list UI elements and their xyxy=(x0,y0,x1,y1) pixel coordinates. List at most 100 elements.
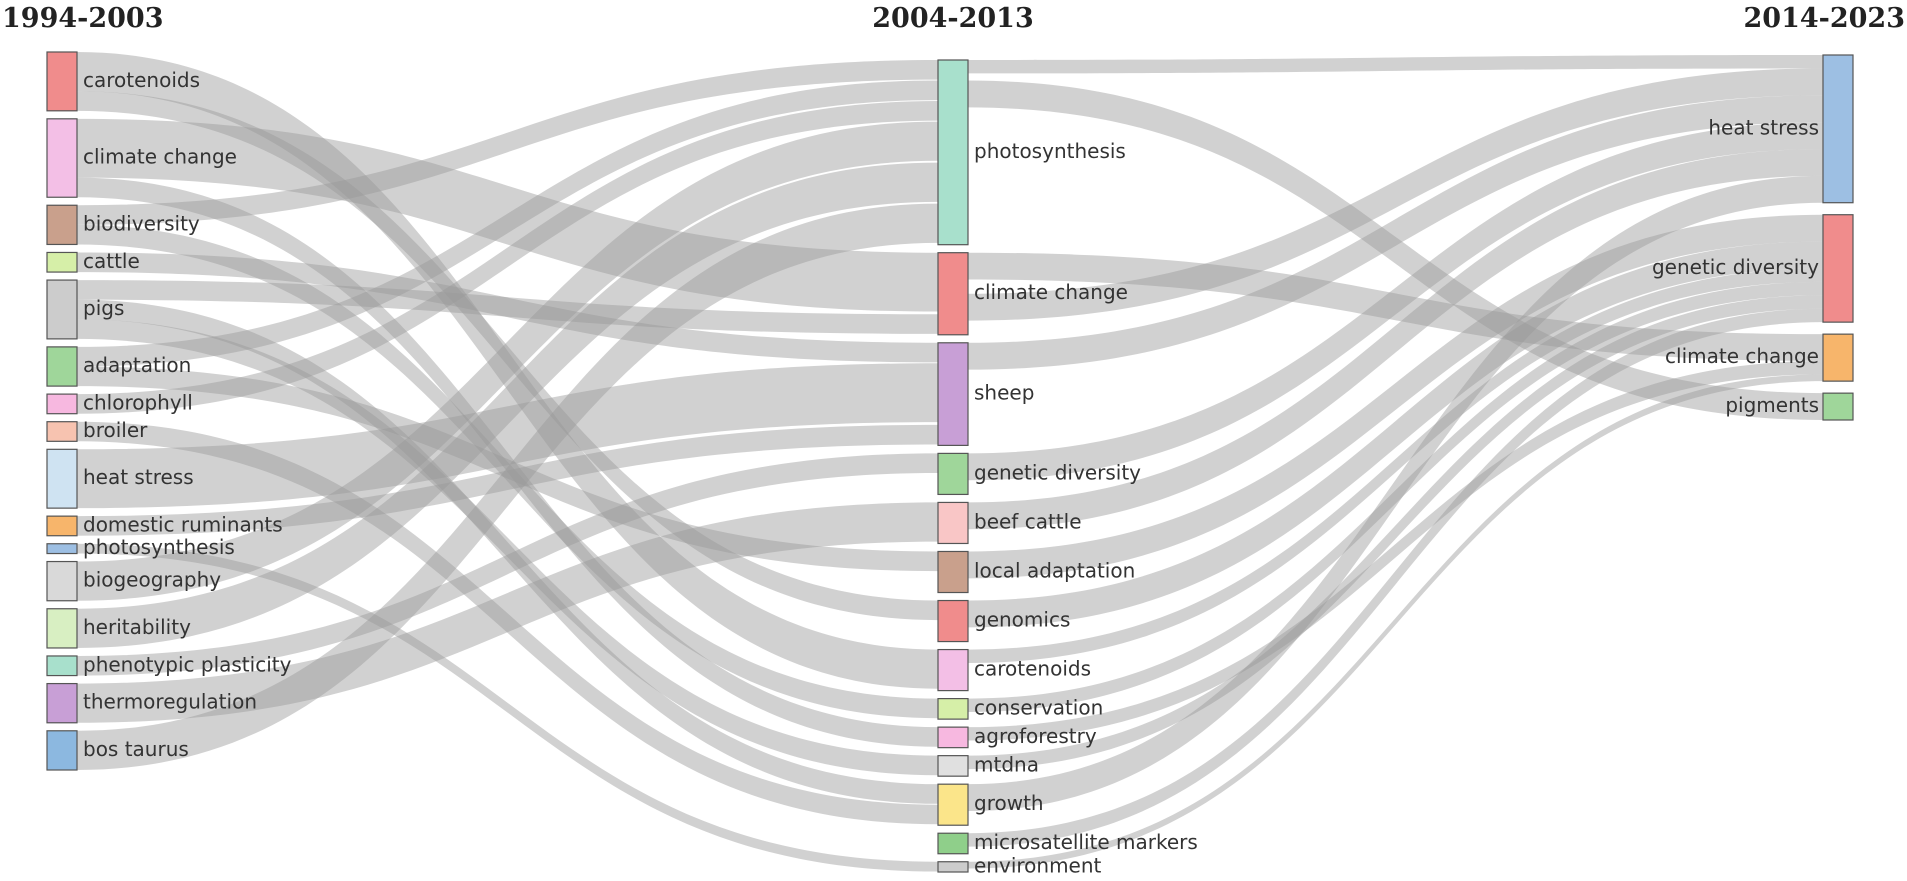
node-layer xyxy=(46,51,1854,873)
flow-link xyxy=(77,101,938,414)
flow-link xyxy=(968,374,1823,869)
flow-link xyxy=(77,280,938,334)
node-c1_heat[interactable] xyxy=(46,448,78,509)
period-title-2: 2004-2013 xyxy=(872,3,1034,34)
flow-link xyxy=(968,268,1823,663)
node-c2_genomics[interactable] xyxy=(937,599,969,643)
node-label: genetic diversity xyxy=(1652,255,1819,279)
flow-link xyxy=(77,91,938,621)
node-label: microsatellite markers xyxy=(974,830,1198,854)
node-c2_agro[interactable] xyxy=(937,726,969,749)
node-label: genetic diversity xyxy=(974,460,1141,484)
flow-link xyxy=(77,366,938,572)
node-c1_cattle[interactable] xyxy=(46,251,78,273)
node-label: conservation xyxy=(974,695,1103,719)
node-label: genomics xyxy=(974,608,1070,632)
node-c2_micro[interactable] xyxy=(937,832,969,855)
node-c1_domestic[interactable] xyxy=(46,515,78,537)
node-c2_growth[interactable] xyxy=(937,783,969,826)
flow-link xyxy=(968,95,1823,370)
node-c1_pheno[interactable] xyxy=(46,655,78,677)
node-c3_pigments[interactable] xyxy=(1822,392,1854,421)
node-label: phenotypic plasticity xyxy=(83,652,292,676)
node-c1_pigs[interactable] xyxy=(46,279,78,340)
flow-link xyxy=(968,175,1823,812)
node-label: environment xyxy=(974,853,1102,877)
node-label: biogeography xyxy=(83,568,221,592)
flow-link xyxy=(77,80,938,367)
node-c2_climate[interactable] xyxy=(937,252,969,336)
flow-layer xyxy=(77,52,1823,872)
flow-link xyxy=(77,252,938,363)
node-c1_climate[interactable] xyxy=(46,118,78,198)
node-label: pigments xyxy=(1725,393,1819,417)
node-label: heat stress xyxy=(1708,115,1819,139)
node-label: climate change xyxy=(974,280,1128,304)
period-titles: 1994-2003 2004-2013 2014-2023 xyxy=(2,3,1905,34)
flow-link xyxy=(968,214,1823,579)
flow-link xyxy=(77,118,938,312)
node-label: adaptation xyxy=(83,353,191,377)
node-label: photosynthesis xyxy=(974,139,1126,163)
flow-link xyxy=(77,424,938,536)
flow-link xyxy=(77,224,938,719)
node-c1_carotenoids[interactable] xyxy=(46,51,78,112)
flow-link xyxy=(968,361,1823,741)
node-label: growth xyxy=(974,791,1044,815)
node-c2_conservation[interactable] xyxy=(937,698,969,720)
flow-link xyxy=(77,121,938,601)
flow-link xyxy=(77,363,938,509)
node-label: broiler xyxy=(83,418,148,442)
flow-link xyxy=(77,203,938,771)
node-label: climate change xyxy=(1665,344,1819,368)
node-label: bos taurus xyxy=(83,737,189,761)
node-c3_climate[interactable] xyxy=(1822,333,1854,382)
node-c2_genetic[interactable] xyxy=(937,452,969,496)
node-c1_adaptation[interactable] xyxy=(46,346,78,387)
flow-link xyxy=(77,421,938,825)
node-label: heat stress xyxy=(83,465,194,489)
flow-link xyxy=(77,453,938,676)
node-label: photosynthesis xyxy=(83,535,235,559)
flow-link xyxy=(77,60,938,225)
node-label: sheep xyxy=(974,381,1034,405)
node-c1_broiler[interactable] xyxy=(46,421,78,442)
label-layer: carotenoids climate change biodiversity cat… xyxy=(83,68,1819,877)
flow-link xyxy=(77,543,938,872)
node-label: pigs xyxy=(83,296,124,320)
flow-link xyxy=(77,177,938,747)
node-label: carotenoids xyxy=(83,68,200,92)
node-c1_biogeo[interactable] xyxy=(46,560,78,602)
flow-link xyxy=(77,502,938,723)
node-label: thermoregulation xyxy=(83,690,257,714)
node-label: domestic ruminants xyxy=(83,512,283,536)
node-c1_thermo[interactable] xyxy=(46,682,78,724)
node-c1_bos[interactable] xyxy=(46,730,78,771)
node-c1_herit[interactable] xyxy=(46,608,78,649)
node-label: local adaptation xyxy=(974,559,1135,583)
node-c3_genetic[interactable] xyxy=(1822,214,1854,323)
node-c2_mtdna[interactable] xyxy=(937,755,969,777)
node-label: chlorophyll xyxy=(83,390,193,414)
node-c2_sheep[interactable] xyxy=(937,342,969,446)
node-label: mtdna xyxy=(974,752,1039,776)
node-c3_heat[interactable] xyxy=(1822,54,1854,204)
node-c2_carotenoids[interactable] xyxy=(937,648,969,692)
node-c1_biodiversity[interactable] xyxy=(46,204,78,246)
period-title-1: 1994-2003 xyxy=(2,3,164,34)
node-c2_env[interactable] xyxy=(937,861,969,873)
node-label: climate change xyxy=(83,145,237,169)
node-c2_local[interactable] xyxy=(937,550,969,594)
node-label: heritability xyxy=(83,615,191,639)
flow-link xyxy=(968,295,1823,770)
flow-link xyxy=(968,149,1823,530)
node-c1_chlorophyll[interactable] xyxy=(46,393,78,415)
node-c1_photo[interactable] xyxy=(46,543,78,555)
node-c2_beef[interactable] xyxy=(937,501,969,545)
node-label: agroforestry xyxy=(974,724,1097,748)
flow-link xyxy=(968,80,1823,421)
node-label: biodiversity xyxy=(83,211,200,235)
flow-link xyxy=(968,122,1823,481)
node-c2_photo[interactable] xyxy=(937,59,969,246)
